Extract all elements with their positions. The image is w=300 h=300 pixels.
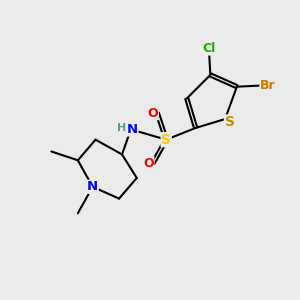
Text: H: H <box>117 123 127 133</box>
Text: S: S <box>224 115 235 129</box>
Text: O: O <box>148 107 158 120</box>
Text: O: O <box>143 157 154 170</box>
Text: N: N <box>87 180 98 193</box>
Text: Br: Br <box>260 79 276 92</box>
Text: S: S <box>161 133 171 147</box>
Text: N: N <box>127 123 138 136</box>
Text: Cl: Cl <box>202 42 215 55</box>
